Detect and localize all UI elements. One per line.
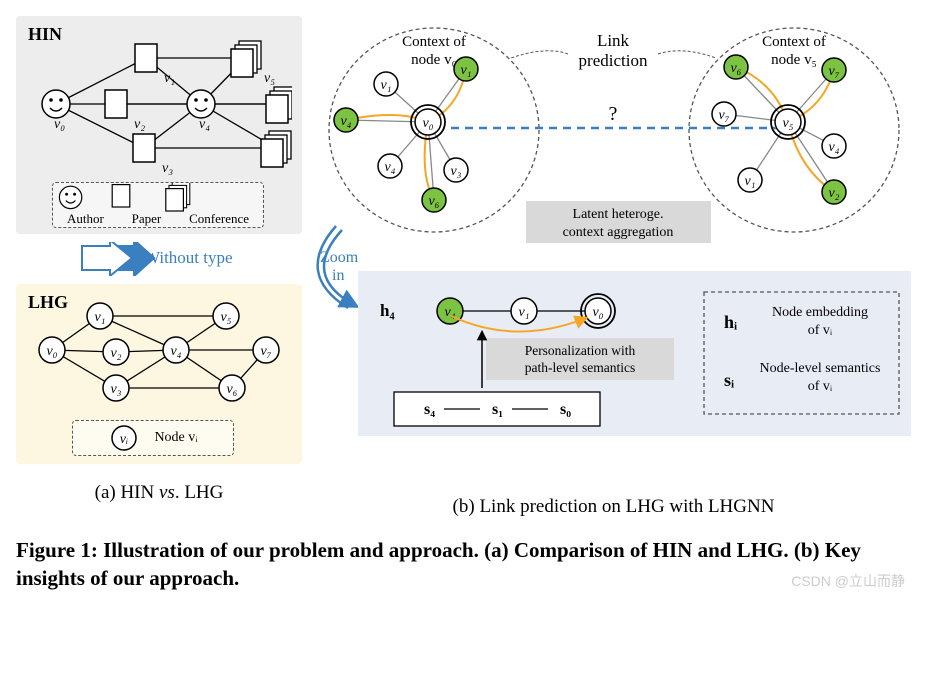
ctx-left-title2: node v₀ bbox=[411, 52, 457, 68]
svg-text:v₁: v₁ bbox=[94, 310, 105, 325]
panels-row: HIN bbox=[16, 16, 911, 518]
zoom-label2: in bbox=[332, 267, 344, 284]
legend-conf: Conference bbox=[189, 211, 249, 227]
left-column: HIN bbox=[16, 16, 302, 518]
svg-text:v₃: v₃ bbox=[110, 382, 121, 397]
legend-paper: Paper bbox=[132, 211, 162, 227]
svg-text:v₁: v₁ bbox=[380, 78, 391, 93]
svg-text:v₂: v₂ bbox=[828, 186, 839, 201]
si-sym: sᵢ bbox=[724, 370, 734, 390]
svg-text:v₇: v₇ bbox=[828, 64, 839, 79]
hin-panel: HIN bbox=[16, 16, 302, 234]
caption-b: (b) Link prediction on LHG with LHGNN bbox=[316, 496, 911, 518]
svg-text:v₀: v₀ bbox=[422, 116, 433, 131]
svg-text:v₇: v₇ bbox=[718, 108, 729, 123]
svg-text:v₂: v₂ bbox=[110, 346, 121, 361]
svg-text:v₄: v₄ bbox=[199, 117, 210, 132]
svg-text:v₁: v₁ bbox=[164, 71, 175, 86]
right-svg: Context of node v₀ v₀ v₁ v₁ v₄ v₄ v₃ v₆ Contex… bbox=[316, 16, 911, 481]
caption-a: (a) HIN vs. LHG bbox=[16, 482, 302, 504]
svg-text:v₀: v₀ bbox=[46, 344, 57, 359]
svg-text:v₄: v₄ bbox=[828, 140, 839, 155]
ctx-left-title: Context of bbox=[402, 34, 466, 50]
svg-text:v₇: v₇ bbox=[260, 344, 271, 359]
pers-l1: Personalization with bbox=[525, 343, 636, 358]
si-t1: Node-level semantics bbox=[760, 361, 881, 376]
svg-text:v₃: v₃ bbox=[450, 164, 461, 179]
svg-text:v₄: v₄ bbox=[340, 114, 351, 129]
without-type-arrow-row: Without type bbox=[16, 242, 302, 276]
lhg-legend-text: Node vᵢ bbox=[154, 430, 197, 446]
pers-l2: path-level semantics bbox=[525, 360, 636, 375]
zoom-label1: Zoom bbox=[320, 249, 359, 266]
hi-sym: hᵢ bbox=[724, 312, 737, 332]
figure-caption: Figure 1: Illustration of our problem an… bbox=[16, 536, 911, 593]
svg-text:v₃: v₃ bbox=[162, 161, 173, 176]
legend-author: Author bbox=[67, 211, 104, 227]
watermark: CSDN @立山而静 bbox=[791, 571, 905, 591]
svg-text:v₄: v₄ bbox=[170, 344, 181, 359]
svg-text:v₆: v₆ bbox=[226, 382, 237, 397]
link-prediction-label: Link bbox=[597, 31, 630, 50]
question-mark: ? bbox=[609, 103, 618, 125]
svg-text:v₂: v₂ bbox=[134, 117, 145, 132]
svg-text:v₆: v₆ bbox=[428, 194, 439, 209]
svg-text:v₅: v₅ bbox=[220, 310, 231, 325]
ctx-right-title2: node v₅ bbox=[771, 52, 817, 68]
svg-text:v₅: v₅ bbox=[264, 71, 275, 86]
s1: s₁ bbox=[492, 401, 503, 418]
figure-container: HIN bbox=[16, 16, 911, 593]
caption-a-text: (a) HIN vs. LHG bbox=[95, 482, 224, 503]
lhg-panel: LHG v₀ v₁ v₂ v₃ v₄ v₅ v₆ v₇ vᵢ Node vᵢ bbox=[16, 284, 302, 464]
hin-legend: Author Paper Conference bbox=[52, 182, 264, 228]
right-column: Context of node v₀ v₀ v₁ v₁ v₄ v₄ v₃ v₆ Contex… bbox=[316, 16, 911, 518]
ctx-right-title: Context of bbox=[762, 34, 826, 50]
h4-label: h₄ bbox=[380, 301, 395, 320]
s4: s₄ bbox=[424, 401, 435, 418]
hin-title: HIN bbox=[28, 24, 62, 45]
hi-t2: of vᵢ bbox=[808, 323, 833, 338]
without-type-label: Without type bbox=[144, 248, 233, 268]
svg-text:v₅: v₅ bbox=[782, 116, 793, 131]
svg-text:v₀: v₀ bbox=[54, 117, 65, 132]
svg-text:v₄: v₄ bbox=[384, 160, 395, 175]
link-prediction-label2: prediction bbox=[579, 51, 648, 70]
agg-box-l1: Latent heteroge. bbox=[573, 207, 664, 222]
svg-text:v₁: v₁ bbox=[518, 305, 529, 320]
agg-box-l2: context aggregation bbox=[563, 225, 674, 240]
svg-text:v₆: v₆ bbox=[730, 61, 741, 76]
s0: s₀ bbox=[560, 401, 571, 418]
lhg-legend: vᵢ Node vᵢ bbox=[72, 420, 234, 456]
si-t2: of vᵢ bbox=[808, 379, 833, 394]
svg-text:v₁: v₁ bbox=[460, 63, 471, 78]
lhg-legend-node: vᵢ bbox=[120, 432, 128, 447]
svg-text:v₁: v₁ bbox=[744, 174, 755, 189]
lhg-title: LHG bbox=[28, 292, 68, 313]
svg-text:v₀: v₀ bbox=[592, 305, 603, 320]
hi-t1: Node embedding bbox=[772, 305, 868, 320]
